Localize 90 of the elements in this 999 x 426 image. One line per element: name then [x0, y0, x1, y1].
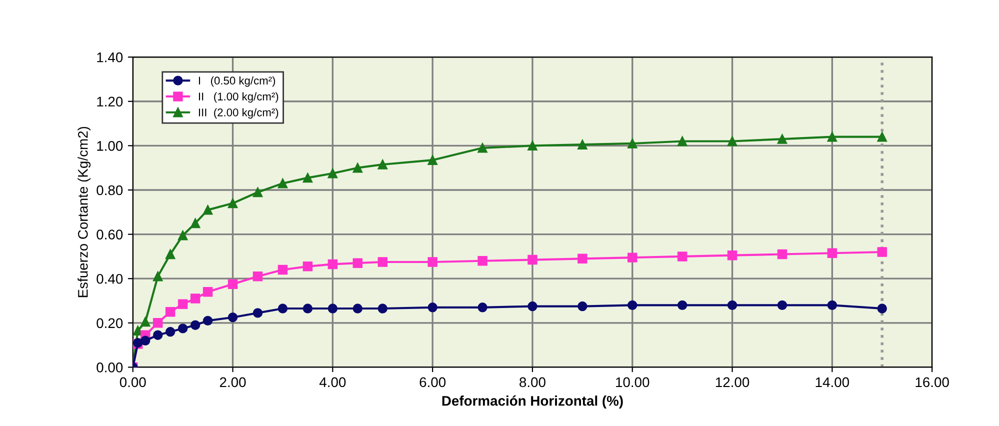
point	[827, 248, 838, 258]
point	[165, 326, 176, 337]
point	[478, 302, 488, 312]
point	[140, 316, 150, 327]
legend-label: III (2.00 kg/cm²)	[198, 108, 278, 119]
y-tick-label: 0.00	[96, 362, 123, 372]
point	[628, 138, 638, 148]
point	[328, 259, 338, 270]
point	[202, 205, 213, 215]
y-tick-label: 1.00	[97, 141, 123, 151]
x-tick-label: 2.00	[220, 377, 246, 388]
point	[478, 256, 488, 266]
point	[827, 300, 838, 310]
point	[877, 132, 887, 142]
point	[165, 306, 176, 317]
point	[278, 304, 288, 314]
point	[677, 136, 688, 146]
point	[302, 304, 313, 314]
point	[152, 330, 163, 340]
point	[178, 299, 188, 309]
point	[190, 218, 200, 228]
point	[278, 264, 288, 275]
point	[528, 301, 538, 312]
point	[228, 312, 238, 322]
point	[428, 155, 438, 165]
x-tick-label: 8.00	[520, 377, 546, 388]
point	[278, 178, 288, 188]
point	[302, 262, 313, 272]
y-tick-label: 0.60	[96, 230, 123, 240]
point	[777, 300, 788, 310]
point	[178, 230, 188, 240]
x-tick-label: 16.00	[916, 377, 949, 388]
point	[877, 247, 887, 257]
point	[228, 198, 238, 208]
y-tick-label: 0.20	[96, 318, 123, 328]
point	[178, 324, 188, 334]
point	[202, 316, 213, 326]
point	[302, 172, 313, 183]
point	[328, 304, 338, 314]
point	[777, 134, 788, 144]
point	[827, 132, 838, 142]
legend-label: I (0.50 kg/cm²)	[198, 76, 276, 87]
x-tick-label: 6.00	[420, 377, 446, 388]
y-tick-label: 1.20	[97, 96, 123, 107]
x-tick-label: 14.00	[816, 377, 850, 388]
point	[252, 272, 263, 282]
point	[628, 300, 638, 310]
point	[727, 250, 738, 260]
point	[190, 294, 200, 304]
point	[378, 257, 388, 267]
point	[727, 136, 738, 146]
point	[628, 252, 638, 262]
x-tick-label: 10.00	[616, 377, 650, 388]
point	[528, 140, 538, 151]
point	[378, 160, 388, 170]
point	[140, 336, 150, 346]
y-tick-label: 0.80	[96, 185, 123, 196]
x-tick-label: 0.00	[120, 377, 146, 388]
point	[578, 301, 588, 312]
point	[378, 304, 388, 314]
point	[578, 140, 588, 150]
point	[152, 272, 163, 282]
y-tick-label: 0.40	[96, 274, 123, 284]
point	[428, 257, 438, 267]
point	[352, 258, 363, 268]
point	[677, 252, 688, 262]
point	[228, 279, 238, 290]
point	[328, 168, 338, 178]
point	[428, 302, 438, 312]
point	[165, 249, 176, 260]
y-tick-label: 1.40	[97, 52, 123, 62]
point	[190, 320, 200, 330]
point	[202, 287, 213, 297]
x-tick-label: 12.00	[716, 377, 750, 388]
point	[478, 143, 488, 153]
y-axis-title: Esfuerzo Cortante (Kg/cm2)	[78, 126, 91, 298]
point	[352, 162, 363, 173]
point	[777, 249, 788, 260]
point	[352, 304, 363, 314]
point	[877, 304, 887, 314]
x-axis-title: Deformación Horizontal (%)	[442, 395, 623, 409]
legend-label: II (1.00 kg/cm²)	[198, 92, 278, 103]
point	[152, 318, 163, 328]
point	[252, 187, 263, 198]
point	[252, 308, 263, 318]
x-tick-label: 4.00	[319, 377, 346, 388]
point	[677, 300, 688, 310]
point	[528, 254, 538, 265]
point	[727, 300, 738, 310]
point	[578, 254, 588, 264]
